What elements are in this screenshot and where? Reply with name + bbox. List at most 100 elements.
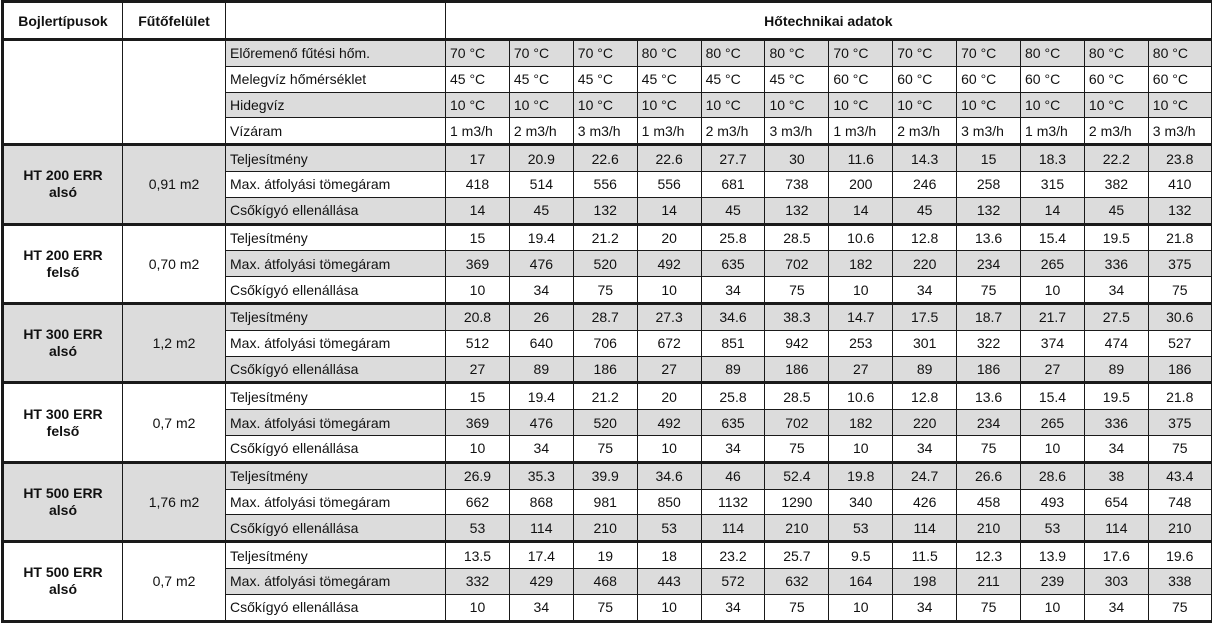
param-value: 10 °C [1147,91,1212,119]
table-row: Max. átfolyási tömegáram 512 640 706 672 851 9… [3,329,1212,357]
data-cell: 301 [892,329,958,357]
row-label: Max. átfolyási tömegáram [225,250,446,278]
data-cell: 14 [1020,196,1085,225]
data-cell: 45 [700,196,766,225]
param-value: 10 °C [1083,91,1149,119]
param-label: Melegvíz hőmérséklet [225,65,446,93]
param-value: 60 °C [1083,65,1149,93]
param-value: 3 m3/h [956,117,1022,146]
row-label: Csőkígyó ellenállása [225,514,446,543]
data-cell: 132 [764,196,830,225]
row-label: Max. átfolyási tömegáram [225,170,446,198]
data-cell: 19.5 [1083,222,1149,252]
data-cell: 21.7 [1020,301,1085,331]
row-label: Teljesítmény [225,460,446,490]
data-cell: 474 [1083,329,1149,357]
param-value: 1 m3/h [1020,117,1085,146]
data-cell: 21.8 [1147,222,1212,252]
data-cell: 338 [1147,567,1212,595]
data-cell: 34 [892,276,958,304]
param-value: 60 °C [1147,65,1212,93]
param-value: 80 °C [764,39,830,67]
param-row: Hidegvíz 10 °C 10 °C 10 °C 10 °C 10 °C 10 °C 10… [3,91,1212,119]
table-row: HT 300 ERR felső 0,7 m2 Teljesítmény 15 19.4… [2,381,1212,463]
data-cell: 265 [1020,250,1085,278]
data-cell: 34.6 [636,460,702,490]
data-cell: 28.5 [764,222,830,252]
data-cell: 30 [764,143,830,172]
row-label: Csőkígyó ellenállása [225,355,446,384]
data-cell: 27.3 [636,301,702,331]
data-cell: 89 [1083,355,1149,384]
data-cell: 28.7 [572,301,638,331]
data-cell: 640 [508,329,574,357]
param-value: 1 m3/h [636,117,702,146]
data-cell: 27 [828,355,894,384]
data-cell: 53 [636,514,702,543]
data-cell: 34 [508,434,574,463]
param-value: 2 m3/h [892,117,958,146]
data-cell: 28.5 [764,381,830,411]
data-cell: 738 [764,170,830,198]
data-cell: 17 [445,143,510,172]
heating-surface: 0,7 m2 [122,381,226,463]
data-cell: 34 [892,434,958,463]
data-cell: 19.4 [508,381,574,411]
data-cell: 374 [1020,329,1085,357]
row-label: Max. átfolyási tömegáram [225,409,446,436]
data-cell: 527 [1147,329,1212,357]
header-boiler-types: Bojlertípusok [2,1,123,41]
data-cell: 19.8 [828,460,894,490]
param-value: 45 °C [508,65,574,93]
data-cell: 75 [956,593,1022,622]
param-value: 45 °C [572,65,638,93]
data-cell: 9.5 [828,540,894,569]
param-value: 45 °C [764,65,830,93]
data-cell: 520 [572,409,638,436]
data-cell: 429 [508,567,574,595]
data-cell: 24.7 [892,460,958,490]
data-cell: 46 [700,460,766,490]
param-value: 10 °C [956,91,1022,119]
param-row: Vízáram 1 m3/h 2 m3/h 3 m3/h 1 m3/h 2 m3/h 3 m… [3,117,1212,146]
table-row: Csőkígyó ellenállása 14 45 132 14 45 132 14 45 13… [3,196,1212,225]
data-cell: 706 [572,329,638,357]
data-cell: 34 [892,593,958,622]
data-cell: 10 [828,276,894,304]
data-cell: 10 [1020,434,1085,463]
data-cell: 182 [828,250,894,278]
param-value: 3 m3/h [764,117,830,146]
data-cell: 75 [572,593,638,622]
data-cell: 38 [1083,460,1149,490]
data-cell: 10 [1020,593,1085,622]
data-cell: 20.9 [508,143,574,172]
data-cell: 443 [636,567,702,595]
data-cell: 520 [572,250,638,278]
param-value: 80 °C [636,39,702,67]
heating-surface: 0,70 m2 [122,222,226,304]
data-cell: 369 [445,409,510,436]
boiler-type: HT 200 ERR felső [2,222,123,304]
data-cell: 132 [1147,196,1212,225]
param-value: 2 m3/h [1083,117,1149,146]
data-cell: 89 [508,355,574,384]
row-label: Max. átfolyási tömegáram [225,488,446,516]
data-cell: 265 [1020,409,1085,436]
data-cell: 75 [956,434,1022,463]
data-cell: 114 [508,514,574,543]
data-cell: 382 [1083,170,1149,198]
data-cell: 27.7 [700,143,766,172]
table-row: Max. átfolyási tömegáram 369 476 520 492 635 7… [3,250,1212,278]
row-label: Csőkígyó ellenállása [225,434,446,463]
data-cell: 132 [956,196,1022,225]
data-cell: 13.5 [445,540,510,569]
data-cell: 45 [508,196,574,225]
data-cell: 10 [636,276,702,304]
boiler-type: HT 500 ERR alsó [2,540,123,622]
data-cell: 23.8 [1147,143,1212,172]
data-cell: 14 [445,196,510,225]
param-value: 80 °C [700,39,766,67]
table-row: HT 200 ERR alsó 0,91 m2 Teljesítmény 17 20.9… [2,143,1212,225]
data-cell: 10 [445,434,510,463]
data-cell: 13.9 [1020,540,1085,569]
